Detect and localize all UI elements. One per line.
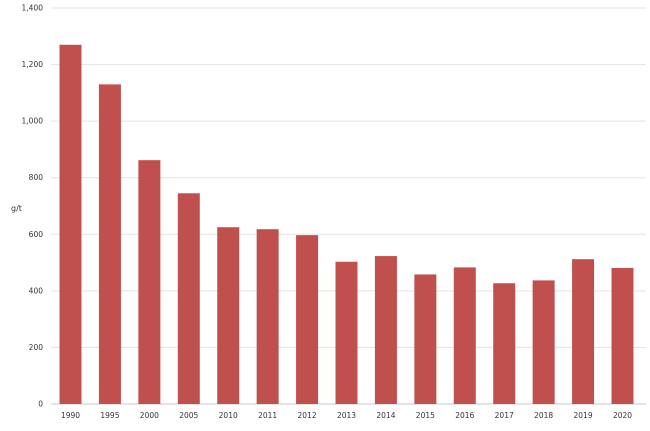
x-tick-label: 2014	[376, 411, 395, 420]
bar-1995	[98, 84, 121, 404]
y-tick-label: 1,400	[22, 4, 44, 13]
bar-2010	[217, 227, 240, 404]
bar-2012	[296, 235, 319, 404]
x-axis-ticks: 1990 1995 2000 2005 2010 2011 2012 2013 2014 2015…	[61, 411, 632, 420]
bar-2005	[177, 193, 200, 404]
bar-2015	[414, 274, 437, 404]
x-tick-label: 2012	[298, 411, 317, 420]
bar-2016	[453, 267, 476, 404]
x-tick-label: 2005	[179, 411, 198, 420]
bar-2011	[256, 229, 279, 404]
y-tick-label: 400	[29, 286, 44, 295]
bar-2013	[335, 261, 358, 404]
bar-2019	[572, 259, 595, 404]
y-tick-label: 200	[29, 343, 44, 352]
bar-2018	[532, 280, 555, 404]
y-tick-label: 600	[29, 230, 44, 239]
bar-2000	[138, 160, 161, 404]
x-tick-label: 2015	[416, 411, 435, 420]
x-tick-label: 2000	[140, 411, 159, 420]
y-axis-label: g/t	[11, 204, 22, 213]
bar-2014	[374, 256, 397, 404]
x-tick-label: 2017	[495, 411, 514, 420]
y-tick-label: 0	[38, 400, 43, 409]
y-axis-ticks: 0 200 400 600 800 1,000 1,200 1,400	[22, 4, 44, 409]
x-tick-label: 2020	[613, 411, 632, 420]
x-tick-label: 1990	[61, 411, 80, 420]
y-tick-label: 1,200	[22, 60, 44, 69]
x-tick-label: 2011	[258, 411, 277, 420]
y-tick-label: 1,000	[22, 117, 44, 126]
x-tick-label: 2019	[574, 411, 593, 420]
x-tick-label: 2016	[455, 411, 474, 420]
x-tick-label: 2013	[337, 411, 356, 420]
bar-1990	[59, 44, 82, 405]
y-tick-label: 800	[29, 173, 44, 182]
bar-2020	[611, 267, 634, 404]
x-tick-label: 1995	[100, 411, 119, 420]
bar-2017	[493, 283, 516, 404]
bars	[59, 44, 634, 405]
x-tick-label: 2010	[219, 411, 238, 420]
x-tick-label: 2018	[534, 411, 553, 420]
